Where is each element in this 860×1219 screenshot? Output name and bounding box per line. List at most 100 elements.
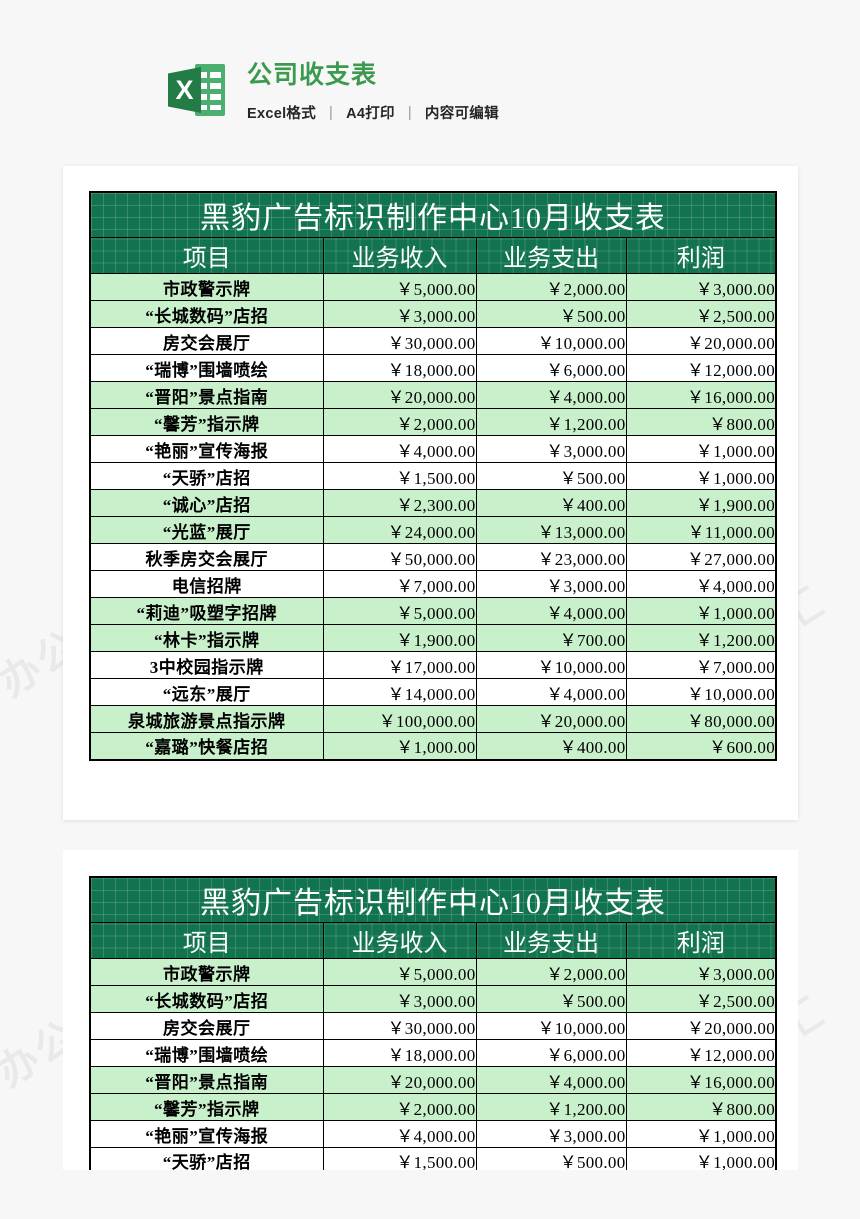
cell-income[interactable]: ￥1,500.00 [322, 462, 477, 490]
table-row[interactable]: “长城数码”店招 ￥3,000.00 ￥500.00 ￥2,500.00 [89, 300, 777, 328]
cell-income[interactable]: ￥2,000.00 [322, 408, 477, 436]
table-row[interactable]: 房交会展厅 ￥30,000.00 ￥10,000.00 ￥20,000.00 [89, 1012, 777, 1040]
cell-expense[interactable]: ￥500.00 [475, 462, 627, 490]
cell-income[interactable]: ￥2,300.00 [322, 489, 477, 517]
cell-income[interactable]: ￥4,000.00 [322, 1120, 477, 1148]
cell-item[interactable]: 电信招牌 [89, 570, 324, 598]
cell-item[interactable]: 市政警示牌 [89, 958, 324, 986]
cell-profit[interactable]: ￥12,000.00 [625, 354, 777, 382]
cell-income[interactable]: ￥4,000.00 [322, 435, 477, 463]
cell-profit[interactable]: ￥1,000.00 [625, 1147, 777, 1170]
cell-income[interactable]: ￥1,900.00 [322, 624, 477, 652]
table-row[interactable]: “瑞博”围墙喷绘 ￥18,000.00 ￥6,000.00 ￥12,000.00 [89, 354, 777, 382]
cell-income[interactable]: ￥18,000.00 [322, 354, 477, 382]
cell-profit[interactable]: ￥12,000.00 [625, 1039, 777, 1067]
cell-income[interactable]: ￥3,000.00 [322, 300, 477, 328]
cell-income[interactable]: ￥1,500.00 [322, 1147, 477, 1170]
cell-expense[interactable]: ￥1,200.00 [475, 408, 627, 436]
cell-expense[interactable]: ￥400.00 [475, 489, 627, 517]
cell-income[interactable]: ￥30,000.00 [322, 1012, 477, 1040]
cell-expense[interactable]: ￥4,000.00 [475, 381, 627, 409]
cell-income[interactable]: ￥1,000.00 [322, 732, 477, 760]
cell-profit[interactable]: ￥2,500.00 [625, 300, 777, 328]
cell-expense[interactable]: ￥23,000.00 [475, 543, 627, 571]
cell-income[interactable]: ￥3,000.00 [322, 985, 477, 1013]
table-row[interactable]: “天骄”店招 ￥1,500.00 ￥500.00 ￥1,000.00 [89, 1147, 777, 1170]
sheet-preview-page-1[interactable]: 黑豹广告标识制作中心10月收支表 项目 业务收入 业务支出 利润 市政警示牌 ￥5,000.… [63, 166, 798, 820]
cell-profit[interactable]: ￥1,900.00 [625, 489, 777, 517]
table-row[interactable]: “晋阳”景点指南 ￥20,000.00 ￥4,000.00 ￥16,000.00 [89, 1066, 777, 1094]
column-header-item[interactable]: 项目 [89, 237, 324, 274]
cell-profit[interactable]: ￥1,000.00 [625, 597, 777, 625]
cell-expense[interactable]: ￥1,200.00 [475, 1093, 627, 1121]
cell-profit[interactable]: ￥3,000.00 [625, 958, 777, 986]
cell-income[interactable]: ￥30,000.00 [322, 327, 477, 355]
cell-profit[interactable]: ￥20,000.00 [625, 1012, 777, 1040]
cell-profit[interactable]: ￥3,000.00 [625, 273, 777, 301]
cell-income[interactable]: ￥5,000.00 [322, 597, 477, 625]
table-row[interactable]: “嘉璐”快餐店招 ￥1,000.00 ￥400.00 ￥600.00 [89, 732, 777, 760]
cell-item[interactable]: “长城数码”店招 [89, 985, 324, 1013]
cell-income[interactable]: ￥2,000.00 [322, 1093, 477, 1121]
cell-profit[interactable]: ￥11,000.00 [625, 516, 777, 544]
cell-expense[interactable]: ￥10,000.00 [475, 1012, 627, 1040]
table-row[interactable]: “晋阳”景点指南 ￥20,000.00 ￥4,000.00 ￥16,000.00 [89, 381, 777, 409]
cell-profit[interactable]: ￥7,000.00 [625, 651, 777, 679]
cell-income[interactable]: ￥7,000.00 [322, 570, 477, 598]
table-row[interactable]: “馨芳”指示牌 ￥2,000.00 ￥1,200.00 ￥800.00 [89, 408, 777, 436]
table-row[interactable]: “馨芳”指示牌 ￥2,000.00 ￥1,200.00 ￥800.00 [89, 1093, 777, 1121]
cell-expense[interactable]: ￥3,000.00 [475, 1120, 627, 1148]
cell-item[interactable]: “林卡”指示牌 [89, 624, 324, 652]
cell-income[interactable]: ￥17,000.00 [322, 651, 477, 679]
cell-item[interactable]: “艳丽”宣传海报 [89, 435, 324, 463]
cell-profit[interactable]: ￥1,000.00 [625, 462, 777, 490]
cell-item[interactable]: “远东”展厅 [89, 678, 324, 706]
table-row[interactable]: “艳丽”宣传海报 ￥4,000.00 ￥3,000.00 ￥1,000.00 [89, 435, 777, 463]
cell-expense[interactable]: ￥500.00 [475, 985, 627, 1013]
table-row[interactable]: “光蓝”展厅 ￥24,000.00 ￥13,000.00 ￥11,000.00 [89, 516, 777, 544]
income-expense-table[interactable]: 黑豹广告标识制作中心10月收支表 项目 业务收入 业务支出 利润 市政警示牌 ￥5,000.… [89, 191, 777, 761]
cell-expense[interactable]: ￥13,000.00 [475, 516, 627, 544]
cell-profit[interactable]: ￥1,000.00 [625, 1120, 777, 1148]
cell-item[interactable]: “艳丽”宣传海报 [89, 1120, 324, 1148]
cell-profit[interactable]: ￥80,000.00 [625, 705, 777, 733]
cell-expense[interactable]: ￥700.00 [475, 624, 627, 652]
table-row[interactable]: 市政警示牌 ￥5,000.00 ￥2,000.00 ￥3,000.00 [89, 273, 777, 301]
cell-item[interactable]: “天骄”店招 [89, 462, 324, 490]
column-header-profit[interactable]: 利润 [625, 922, 777, 959]
cell-profit[interactable]: ￥600.00 [625, 732, 777, 760]
cell-expense[interactable]: ￥3,000.00 [475, 435, 627, 463]
cell-expense[interactable]: ￥400.00 [475, 732, 627, 760]
column-header-income[interactable]: 业务收入 [322, 922, 477, 959]
cell-expense[interactable]: ￥500.00 [475, 1147, 627, 1170]
table-row[interactable]: 房交会展厅 ￥30,000.00 ￥10,000.00 ￥20,000.00 [89, 327, 777, 355]
cell-expense[interactable]: ￥4,000.00 [475, 597, 627, 625]
cell-income[interactable]: ￥20,000.00 [322, 381, 477, 409]
table-row[interactable]: “天骄”店招 ￥1,500.00 ￥500.00 ￥1,000.00 [89, 462, 777, 490]
cell-income[interactable]: ￥50,000.00 [322, 543, 477, 571]
cell-income[interactable]: ￥20,000.00 [322, 1066, 477, 1094]
cell-expense[interactable]: ￥4,000.00 [475, 1066, 627, 1094]
cell-item[interactable]: “莉迪”吸塑字招牌 [89, 597, 324, 625]
table-row[interactable]: 市政警示牌 ￥5,000.00 ￥2,000.00 ￥3,000.00 [89, 958, 777, 986]
cell-item[interactable]: 泉城旅游景点指示牌 [89, 705, 324, 733]
sheet-preview-page-2[interactable]: 黑豹广告标识制作中心10月收支表 项目 业务收入 业务支出 利润 市政警示牌 ￥5,000.… [63, 850, 798, 1170]
table-row[interactable]: “林卡”指示牌 ￥1,900.00 ￥700.00 ￥1,200.00 [89, 624, 777, 652]
column-header-expense[interactable]: 业务支出 [475, 237, 627, 274]
cell-profit[interactable]: ￥20,000.00 [625, 327, 777, 355]
cell-item[interactable]: 秋季房交会展厅 [89, 543, 324, 571]
table-row[interactable]: “诚心”店招 ￥2,300.00 ￥400.00 ￥1,900.00 [89, 489, 777, 517]
column-header-profit[interactable]: 利润 [625, 237, 777, 274]
table-row[interactable]: 3中校园指示牌 ￥17,000.00 ￥10,000.00 ￥7,000.00 [89, 651, 777, 679]
column-header-expense[interactable]: 业务支出 [475, 922, 627, 959]
cell-income[interactable]: ￥100,000.00 [322, 705, 477, 733]
cell-expense[interactable]: ￥4,000.00 [475, 678, 627, 706]
cell-item[interactable]: “长城数码”店招 [89, 300, 324, 328]
table-row[interactable]: “远东”展厅 ￥14,000.00 ￥4,000.00 ￥10,000.00 [89, 678, 777, 706]
cell-item[interactable]: “诚心”店招 [89, 489, 324, 517]
cell-item[interactable]: “天骄”店招 [89, 1147, 324, 1170]
cell-profit[interactable]: ￥2,500.00 [625, 985, 777, 1013]
cell-income[interactable]: ￥5,000.00 [322, 958, 477, 986]
cell-income[interactable]: ￥5,000.00 [322, 273, 477, 301]
cell-income[interactable]: ￥18,000.00 [322, 1039, 477, 1067]
